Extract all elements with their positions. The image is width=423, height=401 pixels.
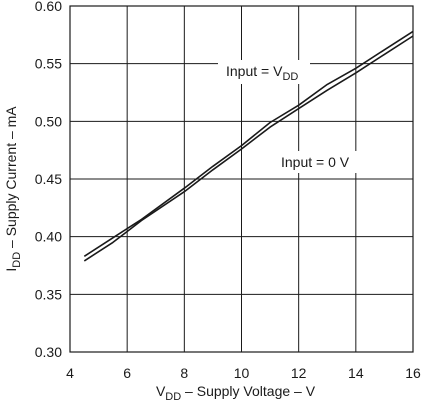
x-tick-label: 8 xyxy=(180,365,188,381)
y-axis-label: IDD – Supply Current – mA xyxy=(3,106,23,272)
series-label-input-vdd: Input = VDD xyxy=(226,63,298,83)
series-layer xyxy=(83,30,414,262)
x-axis-label-sub: DD xyxy=(165,391,181,401)
x-tick-label: 12 xyxy=(291,365,307,381)
x-axis-label-rest: – Supply Voltage – V xyxy=(181,383,316,399)
series-label-input-vdd-sub: DD xyxy=(282,71,298,83)
x-tick-labels: 4 6 8 10 12 14 16 xyxy=(66,365,421,381)
x-tick-label: 6 xyxy=(123,365,131,381)
y-tick-label: 0.35 xyxy=(35,286,62,302)
series-label-input-0v: Input = 0 V xyxy=(281,154,350,170)
y-axis-label-rest: – Supply Current – mA xyxy=(3,106,19,252)
x-tick-label: 14 xyxy=(348,365,364,381)
y-tick-label: 0.30 xyxy=(35,344,62,360)
series-1-label-background xyxy=(218,60,310,84)
x-tick-label: 4 xyxy=(66,365,74,381)
y-tick-label: 0.55 xyxy=(35,56,62,72)
x-axis-label-main: V xyxy=(156,383,166,399)
x-tick-label: 16 xyxy=(405,365,421,381)
series-label-input-vdd-main: Input = V xyxy=(226,63,283,79)
y-tick-label: 0.45 xyxy=(35,171,62,187)
plot-frame xyxy=(69,5,414,353)
series-label-input-0v-main: Input = 0 V xyxy=(281,154,350,170)
y-tick-label: 0.50 xyxy=(35,113,62,129)
y-tick-label: 0.40 xyxy=(35,229,62,245)
y-tick-labels: 0.30 0.35 0.40 0.45 0.50 0.55 0.60 xyxy=(35,0,62,360)
series-line-input-0v xyxy=(83,35,414,262)
series-2-label-background xyxy=(274,151,368,173)
x-tick-label: 10 xyxy=(234,365,250,381)
y-axis-label-main: I xyxy=(3,268,19,272)
y-axis-label-sub: DD xyxy=(11,252,23,268)
y-tick-label: 0.60 xyxy=(35,0,62,14)
x-axis-label: VDD – Supply Voltage – V xyxy=(156,383,316,401)
series-line-input-vdd xyxy=(83,30,414,257)
